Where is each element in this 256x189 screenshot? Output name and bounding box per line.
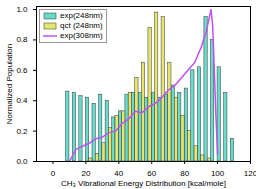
svg-text:60: 60: [147, 169, 156, 178]
svg-text:0.0: 0.0: [16, 157, 28, 166]
svg-text:0: 0: [51, 169, 56, 178]
svg-text:0.6: 0.6: [16, 66, 28, 75]
svg-text:80: 80: [180, 169, 189, 178]
svg-text:0.8: 0.8: [16, 35, 28, 44]
html-text:exp(308nm): exp(308nm): [60, 31, 103, 40]
svg-text:20: 20: [81, 169, 90, 178]
svg-text:1.0: 1.0: [16, 5, 28, 14]
svg-text:CH₃ Vibrational Energy Distrib: CH₃ Vibrational Energy Distribution [kca…: [61, 179, 226, 188]
svg-text:Normalized Population: Normalized Population: [5, 44, 14, 125]
svg-text:100: 100: [211, 169, 225, 178]
svg-text:0.2: 0.2: [16, 127, 28, 136]
html-text:qct (248nm): qct (248nm): [60, 21, 103, 30]
svg-text:120: 120: [244, 169, 256, 178]
svg-text:40: 40: [114, 169, 123, 178]
html-text:exp(248nm): exp(248nm): [60, 11, 103, 20]
svg-text:0.4: 0.4: [16, 96, 28, 105]
